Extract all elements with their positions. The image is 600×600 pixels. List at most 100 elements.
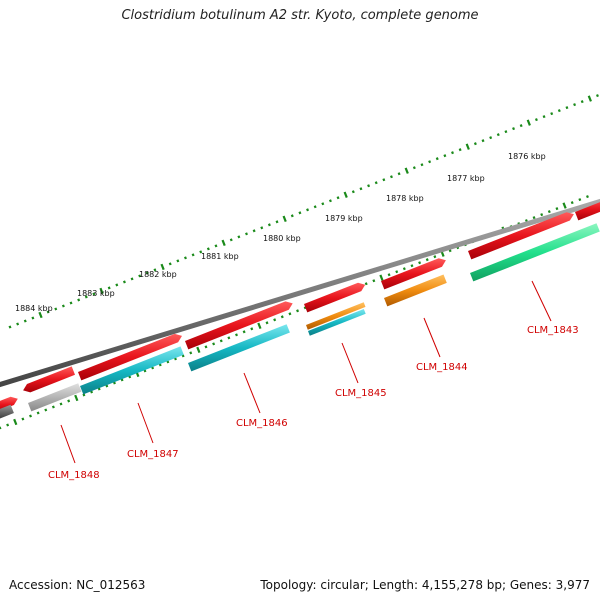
cds-feature[interactable]: [23, 366, 76, 393]
gene-label[interactable]: CLM_1844: [416, 362, 468, 373]
ruler-tick: [465, 143, 470, 150]
ruler-tick: [573, 103, 577, 107]
ruler-tick: [59, 402, 63, 406]
ruler-tick: [298, 211, 302, 215]
ruler-tick: [404, 167, 409, 174]
ruler-tick: [219, 339, 223, 343]
ruler-tick: [303, 306, 307, 310]
ruler-tick: [23, 319, 27, 323]
ruler-tick: [540, 213, 544, 217]
ruler-tick: [418, 261, 422, 265]
gene-feature-clm-1844[interactable]: [384, 274, 447, 307]
ruler-tick: [168, 262, 172, 266]
ruler-tick: [390, 175, 393, 179]
ruler-tick: [21, 417, 25, 421]
ruler-tick: [6, 423, 10, 427]
ruler-tick: [425, 258, 429, 262]
ruler-tick: [435, 157, 439, 161]
cds-feature[interactable]: [468, 212, 574, 260]
gene-feature-clm-1849[interactable]: [0, 404, 14, 421]
leader-line: [137, 402, 154, 444]
ruler-tick: [74, 394, 79, 402]
cds-feature[interactable]: [575, 197, 600, 221]
ruler-tick: [504, 130, 508, 134]
ruler-tick: [410, 264, 414, 268]
ruler-tick: [252, 229, 256, 233]
ruler-tick: [282, 215, 287, 223]
gene-label[interactable]: CLM_1846: [236, 418, 288, 429]
ruler-tick: [8, 325, 12, 329]
ruler-tick: [237, 235, 241, 239]
ruler-label: 1880 kbp: [263, 234, 301, 243]
ruler-tick: [321, 202, 325, 206]
feature-track: [0, 197, 600, 421]
ruler-tick: [578, 198, 582, 202]
ruler-label: 1876 kbp: [508, 152, 546, 161]
gene-feature-clm-1846[interactable]: [188, 324, 290, 372]
ruler-tick: [372, 279, 376, 283]
ruler-tick: [367, 184, 371, 188]
ruler-tick: [51, 405, 55, 409]
ruler-label: 1879 kbp: [325, 214, 363, 223]
ruler-tick: [451, 151, 454, 155]
leader-line: [531, 280, 552, 322]
gene-feature-clm-1848[interactable]: [28, 383, 82, 412]
leader-line: [341, 342, 359, 384]
gene-label[interactable]: CLM_1843: [527, 325, 579, 336]
gene-feature-clm-1843[interactable]: [470, 223, 600, 282]
gene-feature-clm-1845[interactable]: [306, 302, 366, 330]
ruler-tick: [512, 127, 516, 131]
ruler-tick: [313, 205, 317, 209]
ruler-tick: [280, 315, 284, 319]
gene-feature-clm-1845b[interactable]: [308, 309, 366, 336]
ruler-tick: [336, 196, 340, 200]
ruler-tick: [458, 148, 462, 152]
ruler-tick: [532, 216, 536, 220]
cds-feature[interactable]: [304, 282, 366, 313]
ruler-tick: [160, 263, 165, 271]
ruler-tick: [580, 100, 584, 104]
ruler-label: 1884 kbp: [15, 304, 53, 313]
ruler-tick: [557, 109, 561, 113]
ruler-tick: [107, 286, 111, 290]
gene-labels: CLM_1843 CLM_1844 CLM_1845 CLM_1846 CLM_1847…: [48, 325, 579, 481]
ruler-tick: [267, 223, 271, 227]
ruler-tick: [46, 310, 50, 314]
ruler-tick: [473, 142, 477, 146]
cds-feature[interactable]: [78, 333, 182, 381]
ruler-tick: [273, 318, 277, 322]
cds-feature[interactable]: [0, 396, 18, 413]
leader-line: [243, 372, 261, 414]
ruler-tick: [359, 187, 363, 191]
ruler-tick: [99, 287, 104, 295]
ruler-tick: [328, 199, 332, 203]
ruler-tick: [364, 282, 368, 286]
ruler-tick: [153, 268, 157, 272]
ruler-tick: [448, 249, 452, 253]
cds-feature[interactable]: [381, 258, 446, 290]
cds-feature[interactable]: [185, 301, 293, 350]
ruler-tick: [84, 295, 88, 299]
ruler-label: 1877 kbp: [447, 174, 485, 183]
ruler-tick: [184, 256, 187, 260]
ruler-tick: [496, 133, 500, 137]
gene-feature-clm-1847[interactable]: [80, 346, 184, 395]
ruler-tick: [265, 321, 269, 325]
gene-label[interactable]: CLM_1848: [48, 470, 100, 481]
ruler-tick: [36, 411, 40, 415]
ruler-tick: [189, 351, 193, 355]
ruler-tick: [260, 226, 264, 230]
ruler-tick: [555, 207, 559, 211]
ruler-tick: [402, 267, 406, 271]
ruler-tick: [519, 124, 523, 128]
ruler-tick: [382, 178, 386, 182]
ruler-tick: [481, 139, 485, 143]
gene-label[interactable]: CLM_1845: [335, 388, 387, 399]
ruler-tick: [296, 309, 300, 313]
gene-label[interactable]: CLM_1847: [127, 449, 179, 460]
ruler-tick: [397, 172, 401, 176]
ruler-tick: [374, 181, 378, 185]
ruler-tick: [92, 292, 96, 296]
ruler-tick: [387, 273, 391, 277]
